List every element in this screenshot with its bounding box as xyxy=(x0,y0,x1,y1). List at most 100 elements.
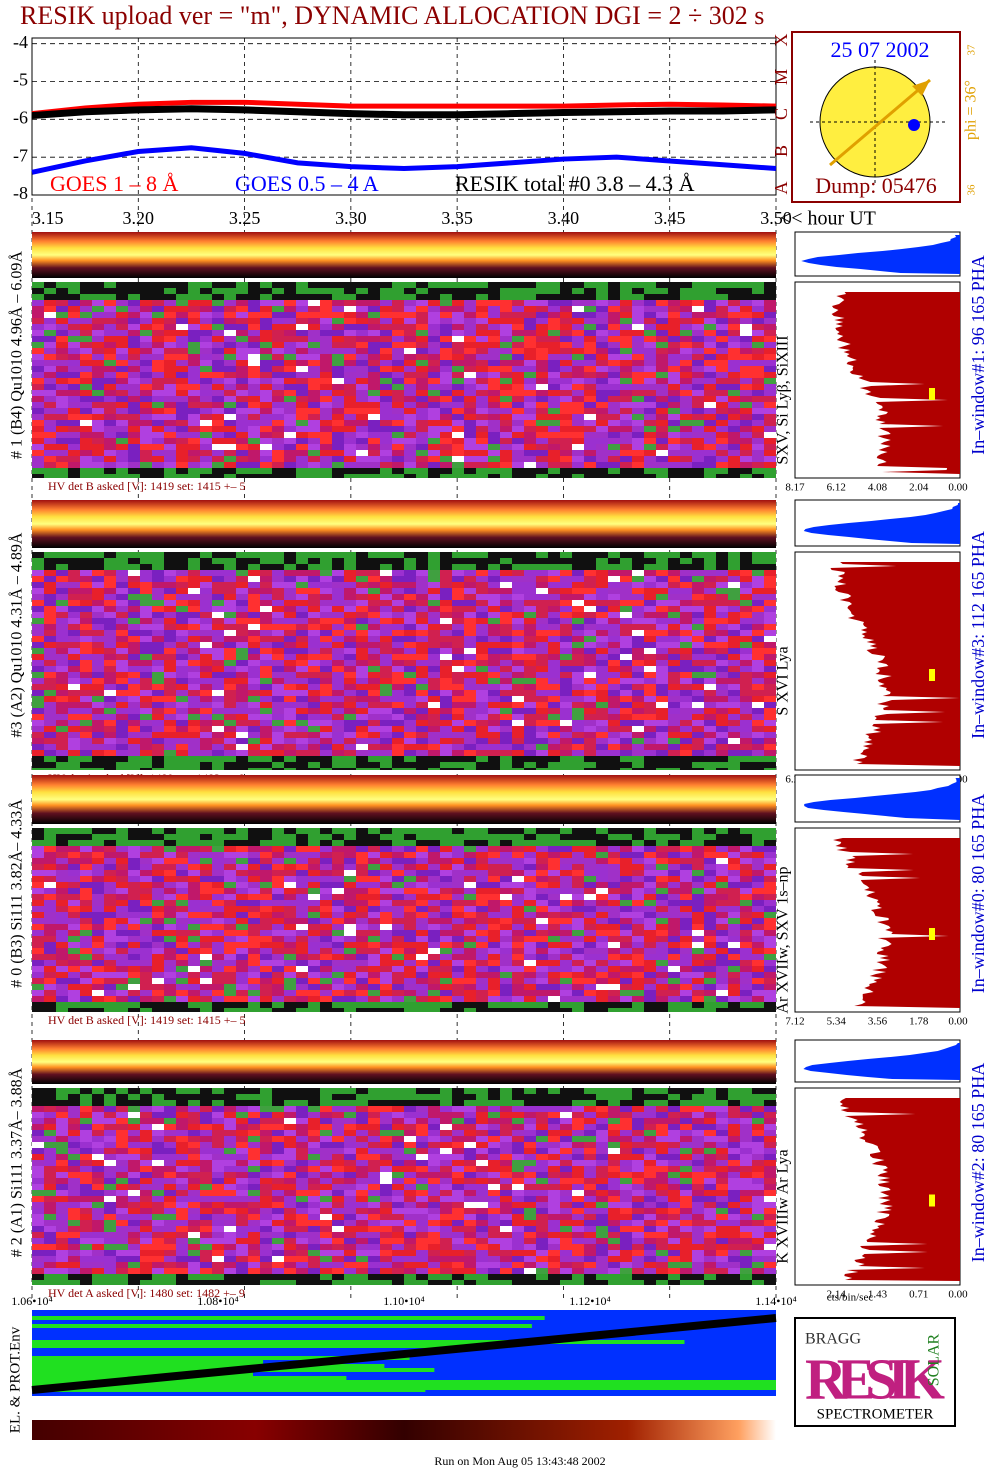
pixel xyxy=(128,660,140,666)
pixel xyxy=(92,288,104,294)
pixel xyxy=(392,642,404,648)
pixel xyxy=(680,708,692,714)
pixel xyxy=(500,438,512,444)
pixel xyxy=(200,582,212,588)
pixel xyxy=(416,714,428,720)
pixel xyxy=(104,678,116,684)
pixel xyxy=(128,768,140,770)
pixel xyxy=(140,666,152,672)
pixel xyxy=(380,702,392,708)
pixel xyxy=(524,630,536,636)
pixel xyxy=(308,420,320,426)
pixel xyxy=(584,456,596,462)
pixel xyxy=(416,648,428,654)
pixel xyxy=(416,366,428,372)
pixel xyxy=(332,282,344,288)
pixel xyxy=(128,396,140,402)
pixel xyxy=(152,456,164,462)
pixel xyxy=(668,684,680,690)
pixel xyxy=(572,570,584,576)
pixel xyxy=(260,426,272,432)
pixel xyxy=(344,384,356,390)
pixel xyxy=(320,450,332,456)
pixel xyxy=(248,348,260,354)
pixel xyxy=(320,576,332,582)
pixel xyxy=(704,456,716,462)
pixel xyxy=(68,852,80,858)
pixel xyxy=(32,678,44,684)
pixel xyxy=(308,450,320,456)
pixel xyxy=(164,702,176,708)
pixel xyxy=(272,642,284,648)
pixel xyxy=(596,330,608,336)
pixel xyxy=(632,408,644,414)
pixel xyxy=(68,432,80,438)
pixel xyxy=(152,576,164,582)
pixel xyxy=(668,768,680,770)
pixel xyxy=(44,324,56,330)
pixel xyxy=(620,366,632,372)
pixel xyxy=(392,462,404,468)
pixel xyxy=(536,552,548,558)
pixel xyxy=(176,432,188,438)
pixel xyxy=(380,828,392,834)
pixel xyxy=(716,666,728,672)
pixel xyxy=(260,858,272,864)
pixel xyxy=(512,456,524,462)
pixel xyxy=(368,612,380,618)
pixel xyxy=(56,450,68,456)
pixel xyxy=(752,330,764,336)
pixel xyxy=(320,750,332,756)
pixel xyxy=(68,864,80,870)
pixel xyxy=(356,600,368,606)
pixel xyxy=(476,618,488,624)
pixel xyxy=(272,414,284,420)
pixel xyxy=(416,672,428,678)
pixel xyxy=(80,462,92,468)
pixel xyxy=(752,834,764,840)
pixel xyxy=(764,468,776,474)
pixel xyxy=(572,312,584,318)
pixel xyxy=(632,744,644,750)
pixel xyxy=(512,390,524,396)
pixel xyxy=(632,828,644,834)
pixel xyxy=(704,294,716,300)
pixel xyxy=(68,396,80,402)
pixel xyxy=(668,342,680,348)
pixel xyxy=(272,876,284,882)
pixel xyxy=(752,840,764,846)
pixel xyxy=(728,306,740,312)
pixel xyxy=(368,576,380,582)
pixel xyxy=(92,336,104,342)
pixel xyxy=(200,378,212,384)
pixel xyxy=(284,678,296,684)
pixel xyxy=(692,630,704,636)
pixel xyxy=(308,582,320,588)
pixel xyxy=(116,642,128,648)
pixel xyxy=(644,582,656,588)
pixel xyxy=(32,750,44,756)
pixel xyxy=(164,612,176,618)
pixel xyxy=(332,624,344,630)
pixel xyxy=(272,684,284,690)
pixel xyxy=(392,396,404,402)
pixel xyxy=(452,420,464,426)
pixel xyxy=(596,756,608,762)
pixel xyxy=(680,660,692,666)
pixel xyxy=(632,300,644,306)
pixel xyxy=(584,360,596,366)
pixel xyxy=(500,726,512,732)
pixel xyxy=(200,876,212,882)
pixel xyxy=(344,630,356,636)
pixel xyxy=(716,318,728,324)
pixel xyxy=(44,720,56,726)
pixel xyxy=(572,870,584,876)
pixel xyxy=(212,456,224,462)
pixel xyxy=(668,378,680,384)
pixel xyxy=(548,600,560,606)
pixel xyxy=(152,738,164,744)
pixel xyxy=(572,438,584,444)
pixel xyxy=(644,738,656,744)
pixel xyxy=(596,402,608,408)
pixel xyxy=(80,432,92,438)
